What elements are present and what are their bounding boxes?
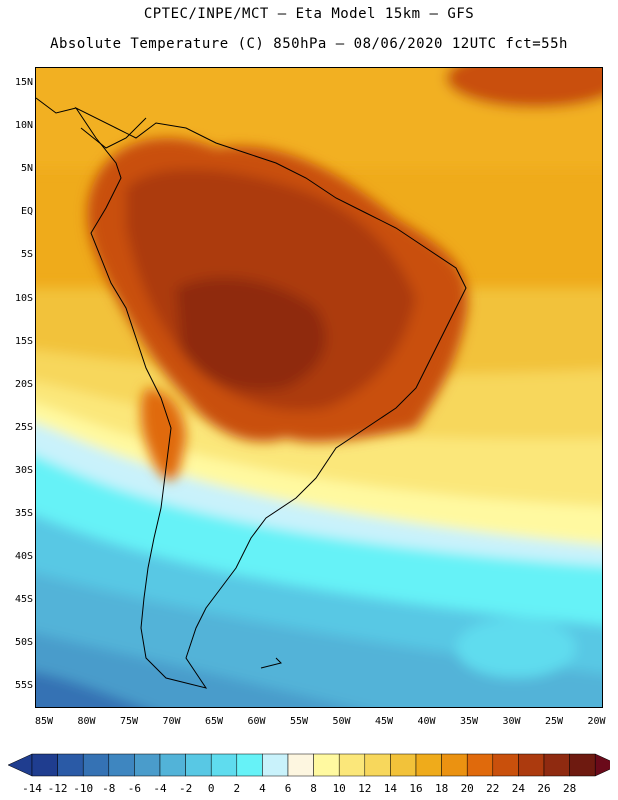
latitude-label: 30S: [14, 464, 33, 476]
latitude-label: 5S: [20, 249, 33, 261]
colorbar-swatch: [159, 753, 186, 777]
latitude-label: 40S: [14, 551, 33, 563]
latitude-label: 15S: [14, 335, 33, 347]
colorbar-tick-label: -10: [73, 782, 94, 795]
colorbar-tick-label: -14: [22, 782, 42, 795]
longitude-label: 50W: [332, 716, 351, 727]
colorbar-tick-label: 18: [434, 782, 449, 795]
colorbar: [8, 753, 610, 777]
latitude-label: 55S: [14, 680, 33, 692]
colorbar-swatch: [415, 753, 442, 777]
colorbar-swatch: [390, 753, 417, 777]
colorbar-tick-label: -8: [102, 782, 116, 795]
latitude-label: 10N: [14, 120, 33, 132]
latitude-label: 15N: [14, 77, 33, 88]
longitude-label: 65W: [204, 716, 224, 727]
colorbar-tick-label: 12: [358, 782, 372, 795]
colorbar-tick-label: 8: [310, 782, 317, 795]
colorbar-tick-label: 22: [486, 782, 500, 795]
colorbar-tick-label: 2: [233, 782, 241, 795]
latitude-label: EQ: [20, 206, 33, 218]
colorbar-swatch: [82, 753, 110, 777]
latitude-label: 5N: [20, 163, 33, 175]
colorbar-tick-label: 20: [460, 782, 474, 795]
colorbar-swatch: [134, 753, 161, 777]
colorbar-tick-label: 28: [562, 782, 577, 795]
temperature-map: [35, 67, 603, 708]
map-subtitle: Absolute Temperature (C) 850hPa – 08/06/…: [50, 36, 568, 52]
colorbar-swatch: [31, 753, 58, 777]
colorbar-tick-label: -6: [127, 782, 142, 795]
colorbar-swatch: [364, 753, 391, 777]
colorbar-swatch: [236, 753, 263, 777]
colorbar-swatch: [338, 753, 366, 777]
colorbar-swatch: [466, 753, 494, 777]
colorbar-low-arrow: [8, 753, 33, 777]
colorbar-swatch: [492, 753, 519, 777]
colorbar-swatch: [569, 753, 596, 777]
colorbar-swatch: [518, 753, 545, 777]
latitude-label: 10S: [14, 292, 33, 304]
colorbar-swatch: [210, 753, 238, 777]
colorbar-tick-label: 14: [383, 782, 398, 795]
longitude-label: 80W: [77, 716, 96, 727]
longitude-label: 60W: [247, 716, 266, 727]
longitude-label: 30W: [502, 716, 521, 727]
colorbar-swatch: [57, 753, 84, 777]
longitude-label: 55W: [289, 716, 309, 727]
longitude-label: 45W: [374, 716, 394, 727]
colorbar-tick-label: 0: [207, 782, 215, 795]
colorbar-swatch: [441, 753, 468, 777]
colorbar-swatch: [543, 753, 570, 777]
latitude-label: 20S: [14, 378, 33, 390]
colorbar-swatch: [287, 753, 314, 777]
colorbar-tick-label: -12: [47, 782, 68, 795]
colorbar-high-arrow: [594, 753, 610, 777]
colorbar-tick-label: 26: [537, 782, 551, 795]
colorbar-tick-label: 10: [332, 782, 346, 795]
latitude-label: 35S: [14, 508, 33, 519]
latitude-label: 25S: [14, 421, 33, 433]
longitude-label: 75W: [119, 716, 139, 727]
colorbar-swatch: [108, 753, 135, 777]
colorbar-tick-label: -4: [153, 782, 167, 795]
map-title: CPTEC/INPE/MCT – Eta Model 15km – GFS: [143, 6, 475, 22]
longitude-label: 70W: [162, 716, 181, 727]
latitude-label: 50S: [14, 637, 33, 649]
latitude-label: 45S: [14, 594, 33, 606]
colorbar-swatch: [262, 753, 289, 777]
colorbar-tick-label: -2: [178, 782, 193, 795]
longitude-label: 40W: [417, 716, 436, 727]
colorbar-swatch: [185, 753, 212, 777]
longitude-label: 25W: [544, 716, 564, 727]
longitude-label: 20W: [587, 716, 606, 727]
colorbar-tick-label: 4: [259, 782, 266, 795]
colorbar-tick-label: 6: [284, 782, 292, 795]
colorbar-tick-label: 16: [409, 782, 423, 795]
longitude-label: 85W: [34, 716, 54, 727]
colorbar-swatch: [313, 753, 340, 777]
colorbar-tick-label: 24: [511, 782, 526, 795]
longitude-label: 35W: [459, 716, 479, 727]
